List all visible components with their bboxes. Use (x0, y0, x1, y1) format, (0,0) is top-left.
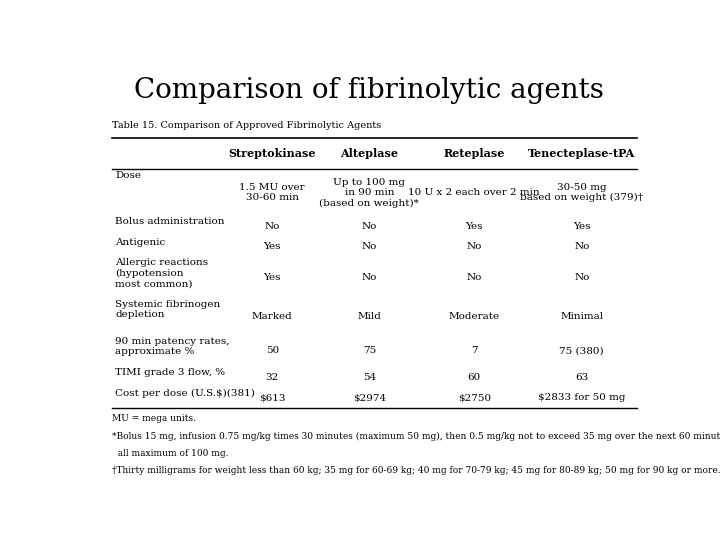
Text: No: No (361, 221, 377, 231)
Text: Bolus administration: Bolus administration (115, 218, 225, 226)
Text: †Thirty milligrams for weight less than 60 kg; 35 mg for 60-69 kg; 40 mg for 70-: †Thirty milligrams for weight less than … (112, 467, 720, 475)
Text: Systemic fibrinogen
depletion: Systemic fibrinogen depletion (115, 300, 220, 320)
Text: *Bolus 15 mg, infusion 0.75 mg/kg times 30 minutes (maximum 50 mg), then 0.5 mg/: *Bolus 15 mg, infusion 0.75 mg/kg times … (112, 431, 720, 441)
Text: 63: 63 (575, 373, 588, 382)
Text: No: No (467, 242, 482, 251)
Text: No: No (574, 273, 590, 282)
Text: TIMI grade 3 flow, %: TIMI grade 3 flow, % (115, 368, 225, 377)
Text: 50: 50 (266, 346, 279, 355)
Text: 1.5 MU over
30-60 min: 1.5 MU over 30-60 min (240, 183, 305, 202)
Text: No: No (467, 273, 482, 282)
Text: Alteplase: Alteplase (341, 148, 398, 159)
Text: No: No (265, 221, 280, 231)
Text: Table 15. Comparison of Approved Fibrinolytic Agents: Table 15. Comparison of Approved Fibrino… (112, 121, 382, 130)
Text: $2750: $2750 (458, 393, 491, 402)
Text: Allergic reactions
(hypotension
most common): Allergic reactions (hypotension most com… (115, 259, 208, 288)
Text: Yes: Yes (264, 273, 281, 282)
Text: Tenecteplase-tPA: Tenecteplase-tPA (528, 148, 635, 159)
Text: 32: 32 (266, 373, 279, 382)
Text: Yes: Yes (573, 221, 590, 231)
Text: $613: $613 (259, 393, 286, 402)
Text: No: No (574, 242, 590, 251)
Text: MU = mega units.: MU = mega units. (112, 414, 197, 423)
Text: No: No (361, 242, 377, 251)
Text: 30-50 mg
based on weight (379)†: 30-50 mg based on weight (379)† (521, 183, 643, 202)
Text: Yes: Yes (264, 242, 281, 251)
Text: Marked: Marked (252, 312, 292, 321)
Text: Antigenic: Antigenic (115, 238, 166, 247)
Text: Cost per dose (U.S.$)(381): Cost per dose (U.S.$)(381) (115, 389, 255, 398)
Text: 54: 54 (363, 373, 376, 382)
Text: Reteplase: Reteplase (444, 148, 505, 159)
Text: 60: 60 (467, 373, 481, 382)
Text: Mild: Mild (357, 312, 382, 321)
Text: 10 U x 2 each over 2 min: 10 U x 2 each over 2 min (408, 188, 540, 197)
Text: Comparison of fibrinolytic agents: Comparison of fibrinolytic agents (134, 77, 604, 104)
Text: Streptokinase: Streptokinase (228, 148, 316, 159)
Text: Up to 100 mg
in 90 min
(based on weight)*: Up to 100 mg in 90 min (based on weight)… (320, 178, 419, 207)
Text: 75: 75 (363, 346, 376, 355)
Text: $2833 for 50 mg: $2833 for 50 mg (538, 393, 626, 402)
Text: $2974: $2974 (353, 393, 386, 402)
Text: No: No (361, 273, 377, 282)
Text: Moderate: Moderate (449, 312, 500, 321)
Text: 75 (380): 75 (380) (559, 346, 604, 355)
Text: Minimal: Minimal (560, 312, 603, 321)
Text: 90 min patency rates,
approximate %: 90 min patency rates, approximate % (115, 336, 230, 356)
Text: 7: 7 (471, 346, 477, 355)
Text: all maximum of 100 mg.: all maximum of 100 mg. (112, 449, 229, 458)
Text: Yes: Yes (466, 221, 483, 231)
Text: Dose: Dose (115, 171, 141, 180)
